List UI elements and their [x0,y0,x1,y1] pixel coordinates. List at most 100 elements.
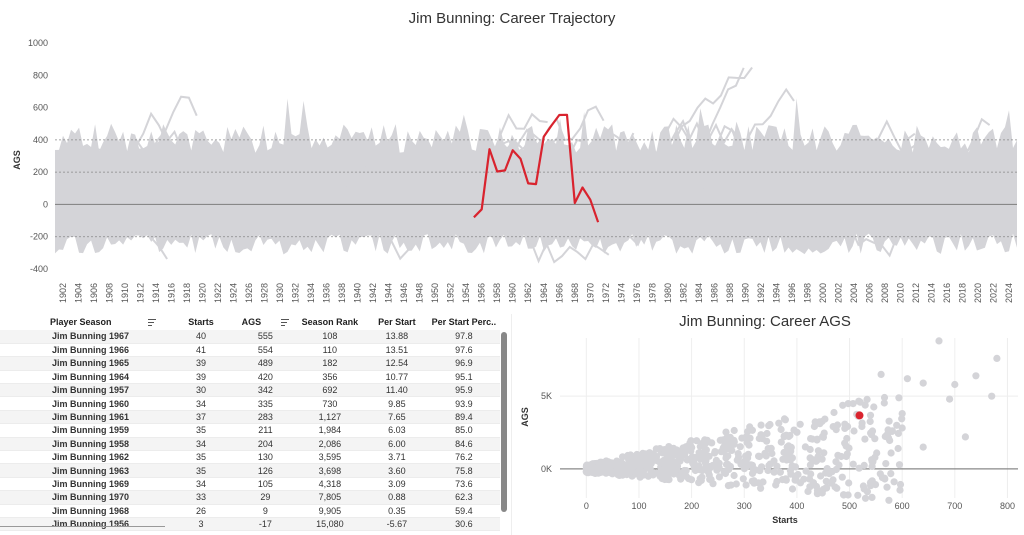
season-point [658,475,666,483]
season-point [706,475,714,483]
x-tick-label: 1992 [756,283,766,303]
season-point [715,459,723,467]
season-point [866,417,874,426]
background-career-line [763,152,797,187]
season-point [849,400,857,408]
x-tick-label: 1996 [787,283,797,303]
table-row[interactable]: Jim Bunning 1966 41 554 110 13.51 97.6 [0,343,500,358]
scatter-x-axis-label: Starts [772,515,798,525]
table-row[interactable]: Jim Bunning 1965 39 489 182 12.54 96.9 [0,356,500,371]
scatter-ticks: 0 100 200 300 400 500 600 700 800 5K 0K [541,391,1015,511]
table-cell: 95.1 [427,370,500,385]
y-tick-label: 0 [43,199,48,209]
season-point [890,478,898,486]
table-cell: 13.88 [365,330,428,344]
col-header-ags[interactable]: AGS [237,314,294,330]
y-tick-label: -400 [30,264,48,274]
table-scrollbar[interactable] [501,332,507,512]
x-tick-label: 800 [1000,501,1015,511]
season-point [685,455,693,463]
col-header-season-rank[interactable]: Season Rank [301,317,359,327]
x-tick-label: 1982 [678,283,688,303]
season-point [775,419,783,427]
table-cell: 130 [237,450,294,465]
season-point [919,379,927,387]
sort-icon[interactable] [281,319,290,327]
season-point [690,461,698,469]
table-row[interactable]: Jim Bunning 1967 40 555 108 13.88 97.8 [0,330,500,344]
x-tick-label: 2024 [1004,283,1014,303]
season-point [715,473,723,481]
x-tick-label: 1960 [508,283,518,303]
season-point [722,454,730,462]
season-point [882,460,890,468]
table-row[interactable]: Jim Bunning 1961 37 283 1,127 7.65 89.4 [0,410,500,425]
season-point [776,468,784,476]
season-point [583,461,591,469]
table-cell: 84.6 [427,437,500,452]
season-point [777,438,785,446]
x-tick-label: 2008 [880,283,890,303]
season-point [632,469,640,477]
table-row[interactable]: Jim Bunning 1957 30 342 692 11.40 95.9 [0,383,500,398]
table-cell: Jim Bunning 1965 [0,356,165,371]
x-tick-label: 1964 [539,283,549,303]
x-tick-label: 1946 [399,283,409,303]
col-header-per-start-perc[interactable]: Per Start Perc.. [431,317,497,327]
background-career-line [955,172,1012,244]
table-row[interactable]: Jim Bunning 1958 34 204 2,086 6.00 84.6 [0,437,500,452]
season-point [625,469,634,477]
season-point [825,470,833,478]
col-header-per-start[interactable]: Per Start [378,317,416,327]
season-point [972,372,980,380]
background-career-line [792,155,927,202]
col-header-player-season[interactable]: Player Season [0,314,165,330]
table-row[interactable]: Jim Bunning 1962 35 130 3,595 3.71 76.2 [0,450,500,465]
season-point [755,434,763,443]
season-point [832,426,840,434]
table-row[interactable]: Jim Bunning 1963 35 126 3,698 3.60 75.8 [0,463,500,478]
season-point [812,482,821,491]
season-point [903,375,911,383]
season-point [835,461,843,469]
season-point [743,459,751,467]
table-cell: 30 [164,383,238,398]
table-cell: 283 [237,410,294,425]
season-point [849,460,857,468]
season-point [756,467,764,475]
table-row[interactable]: Jim Bunning 1956 3 -17 15,080 -5.67 30.6 [0,517,500,532]
x-tick-label: 1990 [740,283,750,303]
table-cell: 35 [164,463,238,478]
table-cell: 96.9 [427,356,500,371]
table-row[interactable]: Jim Bunning 1959 35 211 1,984 6.03 85.0 [0,423,500,438]
table-cell: 4,318 [293,477,366,492]
table-cell: 40 [164,330,238,344]
background-career-line [668,170,709,204]
table-cell: 34 [164,437,238,452]
table-row[interactable]: Jim Bunning 1960 34 335 730 9.85 93.9 [0,396,500,411]
table-row[interactable]: Jim Bunning 1968 26 9 9,905 0.35 59.4 [0,504,500,518]
table-cell: 110 [293,343,366,358]
background-career-line [516,105,605,184]
x-tick-label: 1936 [322,283,332,303]
table-row[interactable]: Jim Bunning 1969 34 105 4,318 3.09 73.6 [0,477,500,492]
x-tick-label: 1920 [197,283,207,303]
scatter-title: Jim Bunning: Career AGS [679,313,851,330]
table-row[interactable]: Jim Bunning 1970 33 29 7,805 0.88 62.3 [0,490,500,505]
table-cell: 211 [237,423,294,438]
table-cell: 73.6 [427,477,500,492]
table-cell: 335 [237,396,294,411]
season-point [867,429,875,437]
background-career-line [937,170,1017,206]
x-tick-label: 1948 [415,283,425,303]
sort-icon[interactable] [147,319,156,327]
background-career-line [484,132,581,185]
background-career-line [537,138,625,198]
col-header-starts[interactable]: Starts [188,317,214,327]
season-point [861,494,870,502]
season-point [898,415,906,423]
season-point [730,440,738,448]
season-point [858,419,866,427]
table-cell: 3.60 [365,463,428,478]
table-row[interactable]: Jim Bunning 1964 39 420 356 10.77 95.1 [0,370,500,385]
